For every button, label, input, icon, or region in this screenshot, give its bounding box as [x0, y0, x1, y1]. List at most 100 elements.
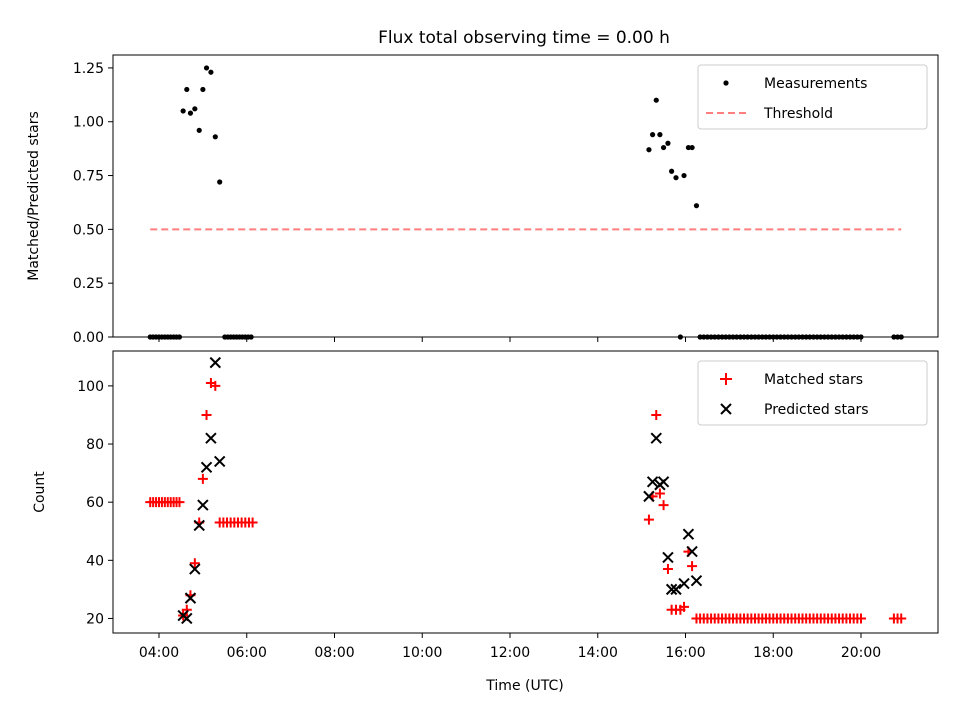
y-tick-label: 1.00 — [73, 115, 104, 131]
data-point — [810, 334, 817, 340]
data-point — [708, 334, 714, 340]
y-tick-label: 0.00 — [73, 330, 104, 346]
data-point — [657, 132, 663, 138]
data-point — [646, 147, 652, 153]
legend-label: Measurements — [764, 76, 867, 92]
data-point — [774, 334, 780, 340]
series-predicted-stars — [177, 356, 703, 625]
data-point — [796, 334, 802, 340]
data-point — [669, 168, 675, 174]
bottom-panel: Count 20 40 60 80 100 04:00 06:00 08:00 10:00 12:… — [32, 350, 939, 661]
data-point — [193, 519, 205, 532]
data-point — [678, 577, 690, 590]
data-point — [662, 551, 674, 564]
data-point — [210, 380, 221, 391]
data-point — [673, 175, 679, 181]
data-point — [814, 334, 820, 340]
data-point — [189, 563, 201, 575]
legend-label: Threshold — [763, 106, 833, 122]
data-point — [681, 172, 687, 179]
data-point — [200, 86, 206, 93]
y-tick-label: 20 — [86, 611, 104, 627]
data-point — [891, 334, 897, 340]
data-point — [896, 613, 907, 624]
data-point — [851, 334, 857, 340]
series-measurements — [147, 65, 904, 340]
data-point — [212, 134, 218, 140]
data-point — [677, 334, 683, 340]
data-point — [821, 334, 828, 340]
data-point — [643, 514, 654, 525]
data-point — [649, 132, 656, 138]
data-point — [737, 334, 743, 340]
data-point — [763, 334, 769, 340]
data-point — [689, 144, 695, 151]
data-point — [693, 203, 700, 209]
data-point — [818, 334, 824, 340]
x-tick-label: 06:00 — [227, 645, 267, 661]
y-tick-label: 0.25 — [73, 276, 104, 292]
data-point — [719, 334, 725, 340]
top-plot-frame — [112, 54, 939, 338]
data-point — [660, 144, 667, 151]
data-point — [723, 334, 729, 340]
bottom-y-axis-label: Count — [32, 471, 48, 513]
data-point — [679, 601, 690, 612]
legend-marker — [720, 403, 732, 415]
data-point — [687, 561, 698, 572]
data-point — [646, 476, 659, 488]
data-point — [209, 356, 222, 369]
y-tick-label: 0.75 — [73, 169, 104, 185]
data-point — [653, 97, 659, 103]
data-point — [203, 65, 210, 71]
data-point — [741, 334, 747, 340]
y-tick-label: 80 — [86, 437, 104, 453]
x-tick-label: 12:00 — [490, 645, 530, 661]
legend-label: Predicted stars — [764, 402, 869, 418]
x-tick-label: 14:00 — [578, 645, 618, 661]
x-tick-label: 20:00 — [841, 645, 881, 661]
data-point — [715, 334, 722, 340]
data-point — [781, 334, 787, 340]
legend-marker — [723, 80, 729, 86]
data-point — [205, 432, 217, 444]
data-point — [734, 334, 740, 340]
data-point — [192, 106, 198, 112]
top-panel: Matched/Predicted stars 0.00 0.25 0.50 0.75… — [26, 54, 939, 346]
data-point — [184, 592, 197, 604]
data-point — [799, 334, 806, 340]
data-point — [712, 334, 718, 340]
legend: Matched stars Predicted stars — [697, 360, 928, 426]
y-tick-label: 40 — [86, 553, 104, 569]
data-point — [248, 334, 254, 340]
y-tick-label: 60 — [86, 495, 104, 511]
data-point — [686, 545, 698, 558]
data-point — [665, 140, 671, 146]
data-point — [701, 334, 707, 340]
x-tick-label: 08:00 — [314, 645, 354, 661]
data-point — [685, 144, 692, 151]
data-point — [208, 69, 214, 75]
data-point — [726, 334, 732, 340]
data-point — [176, 334, 183, 340]
data-point — [181, 612, 193, 625]
data-point — [690, 574, 703, 587]
top-y-axis-label: Matched/Predicted stars — [26, 111, 42, 281]
data-point — [803, 334, 809, 340]
legend: Measurements Threshold — [697, 64, 928, 130]
data-point — [792, 334, 798, 340]
data-point — [682, 528, 695, 540]
legend-label: Matched stars — [764, 372, 863, 388]
x-axis-label: Time (UTC) — [485, 678, 563, 694]
data-point — [643, 490, 655, 503]
data-point — [187, 110, 194, 116]
data-point — [752, 334, 758, 340]
data-point — [759, 334, 765, 340]
y-tick-label: 100 — [77, 379, 104, 395]
data-point — [785, 334, 791, 340]
data-point — [730, 334, 736, 340]
data-point — [843, 334, 849, 340]
data-point — [858, 334, 864, 340]
x-tick-label: 10:00 — [402, 645, 442, 661]
